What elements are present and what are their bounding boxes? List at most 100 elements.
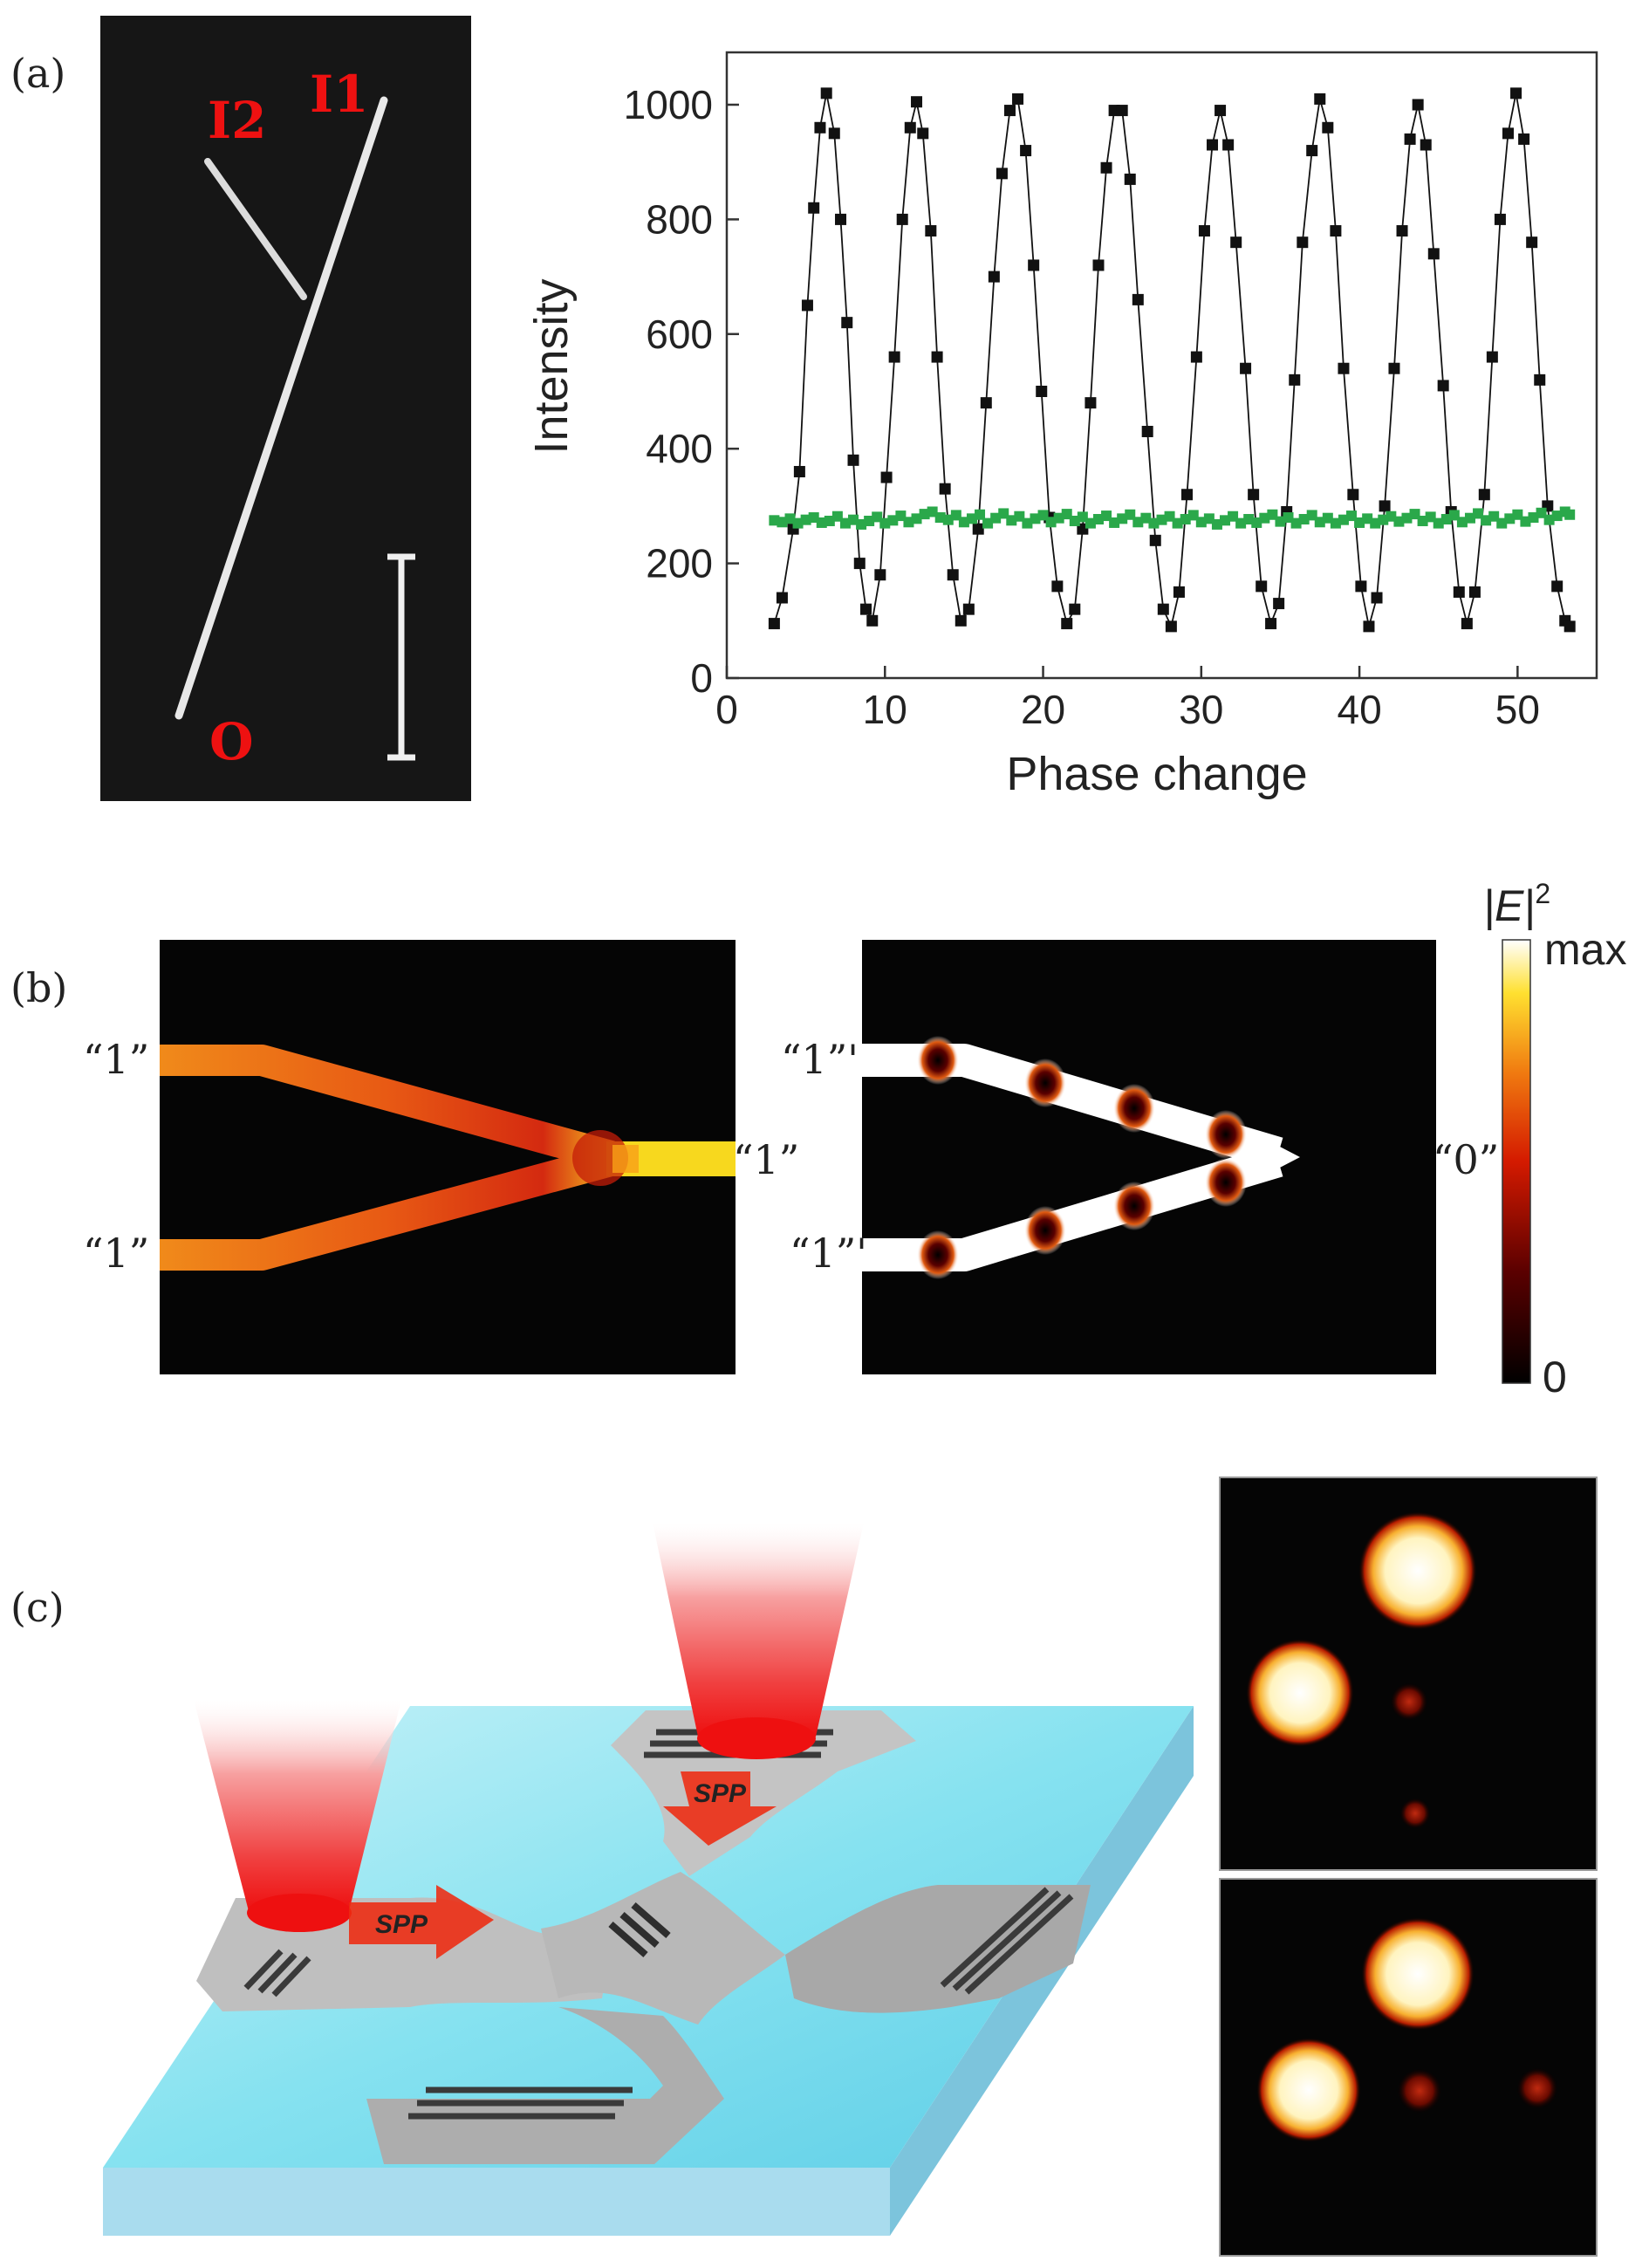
data-point — [1290, 517, 1302, 529]
data-point — [1494, 213, 1506, 225]
interference-nodes — [917, 1036, 1247, 1279]
data-point — [1149, 534, 1161, 546]
data-point — [835, 213, 847, 225]
data-point — [847, 454, 859, 466]
data-point — [1116, 105, 1128, 117]
data-point — [1346, 510, 1358, 522]
data-point — [801, 299, 813, 312]
data-point — [769, 515, 780, 526]
data-point — [808, 512, 819, 524]
data-point — [1207, 139, 1219, 151]
emission-spot — [1399, 1798, 1431, 1829]
data-point — [1362, 513, 1373, 524]
data-point — [816, 517, 827, 528]
data-point — [958, 517, 969, 528]
data-point — [1243, 514, 1255, 525]
data-point — [1051, 580, 1064, 593]
data-point — [927, 506, 938, 517]
data-point — [1012, 93, 1024, 105]
data-point — [950, 510, 961, 521]
data-point — [1180, 514, 1191, 525]
waveguide-left-top — [160, 1045, 615, 1172]
data-point — [1379, 500, 1391, 512]
chart-ticks: 0 10 20 30 40 50 0 200 400 600 800 1000 — [624, 82, 1540, 732]
data-point — [1187, 510, 1199, 521]
data-point — [1256, 580, 1268, 593]
data-point — [1215, 105, 1227, 117]
data-point — [1077, 511, 1088, 523]
data-point — [1014, 510, 1025, 522]
data-point — [1181, 489, 1194, 501]
data-point — [1417, 515, 1428, 526]
data-point — [1338, 362, 1350, 374]
data-point — [1393, 516, 1405, 527]
data-point — [1036, 386, 1048, 397]
data-point — [1069, 603, 1081, 615]
right-input-top-label: “1”' — [781, 1036, 859, 1083]
y-axis-label: Intensity — [525, 278, 578, 454]
data-point — [939, 483, 951, 495]
data-point — [942, 514, 954, 525]
data-point — [1251, 517, 1262, 528]
data-point — [1473, 508, 1484, 519]
data-point — [887, 515, 899, 526]
data-point — [1564, 509, 1576, 520]
data-point — [1132, 293, 1144, 305]
data-point — [1486, 351, 1498, 363]
data-point — [1235, 517, 1247, 529]
data-point — [848, 514, 859, 525]
data-point — [784, 513, 796, 524]
data-point — [1190, 351, 1202, 363]
data-point — [1248, 489, 1260, 501]
data-point — [1109, 517, 1120, 528]
right-input-bottom-label: “1”' — [790, 1230, 867, 1277]
data-point — [1006, 515, 1017, 526]
data-point — [800, 514, 811, 525]
grating-bottom — [408, 2086, 633, 2120]
grating-center — [608, 1901, 671, 1958]
data-point — [1314, 93, 1326, 105]
data-point — [925, 225, 937, 237]
data-point — [1478, 489, 1490, 501]
emission-image-top — [1219, 1477, 1598, 1871]
data-point — [1322, 121, 1334, 134]
data-point — [919, 509, 930, 520]
data-point — [808, 202, 820, 214]
data-point — [839, 517, 851, 529]
data-point — [1298, 514, 1310, 525]
pad-center — [541, 1872, 785, 2025]
data-point — [1437, 380, 1449, 392]
data-point — [1551, 510, 1563, 522]
y-tick-label: 0 — [690, 655, 713, 701]
data-point — [1401, 512, 1413, 524]
data-point — [1563, 620, 1576, 633]
data-point — [1132, 517, 1144, 528]
data-point — [1053, 512, 1064, 524]
data-point — [860, 603, 872, 615]
data-point — [934, 512, 946, 524]
waveguide-left-bottom — [160, 1145, 615, 1271]
data-point — [1347, 489, 1359, 501]
grating-right — [940, 1887, 1074, 1995]
emission-spot — [1397, 2068, 1442, 2114]
waveguide-right-bottom — [862, 1144, 1283, 1271]
data-point — [1388, 362, 1400, 374]
data-point — [792, 517, 804, 529]
data-point — [1228, 510, 1239, 522]
data-point — [1370, 517, 1381, 529]
colorbar-max-label: max — [1544, 925, 1626, 974]
interference-node — [917, 1036, 959, 1085]
data-point — [1198, 225, 1210, 237]
x-tick-label: 10 — [863, 687, 907, 732]
interference-node — [1205, 1158, 1247, 1207]
data-point — [1172, 517, 1183, 529]
data-point — [947, 569, 959, 581]
data-point — [1528, 512, 1539, 524]
laser-beam-top — [653, 1523, 864, 1759]
data-point — [1069, 515, 1080, 526]
data-point — [966, 513, 977, 524]
data-point — [982, 517, 994, 529]
data-point — [1165, 620, 1177, 633]
data-point — [1481, 515, 1492, 526]
data-point — [814, 121, 826, 134]
